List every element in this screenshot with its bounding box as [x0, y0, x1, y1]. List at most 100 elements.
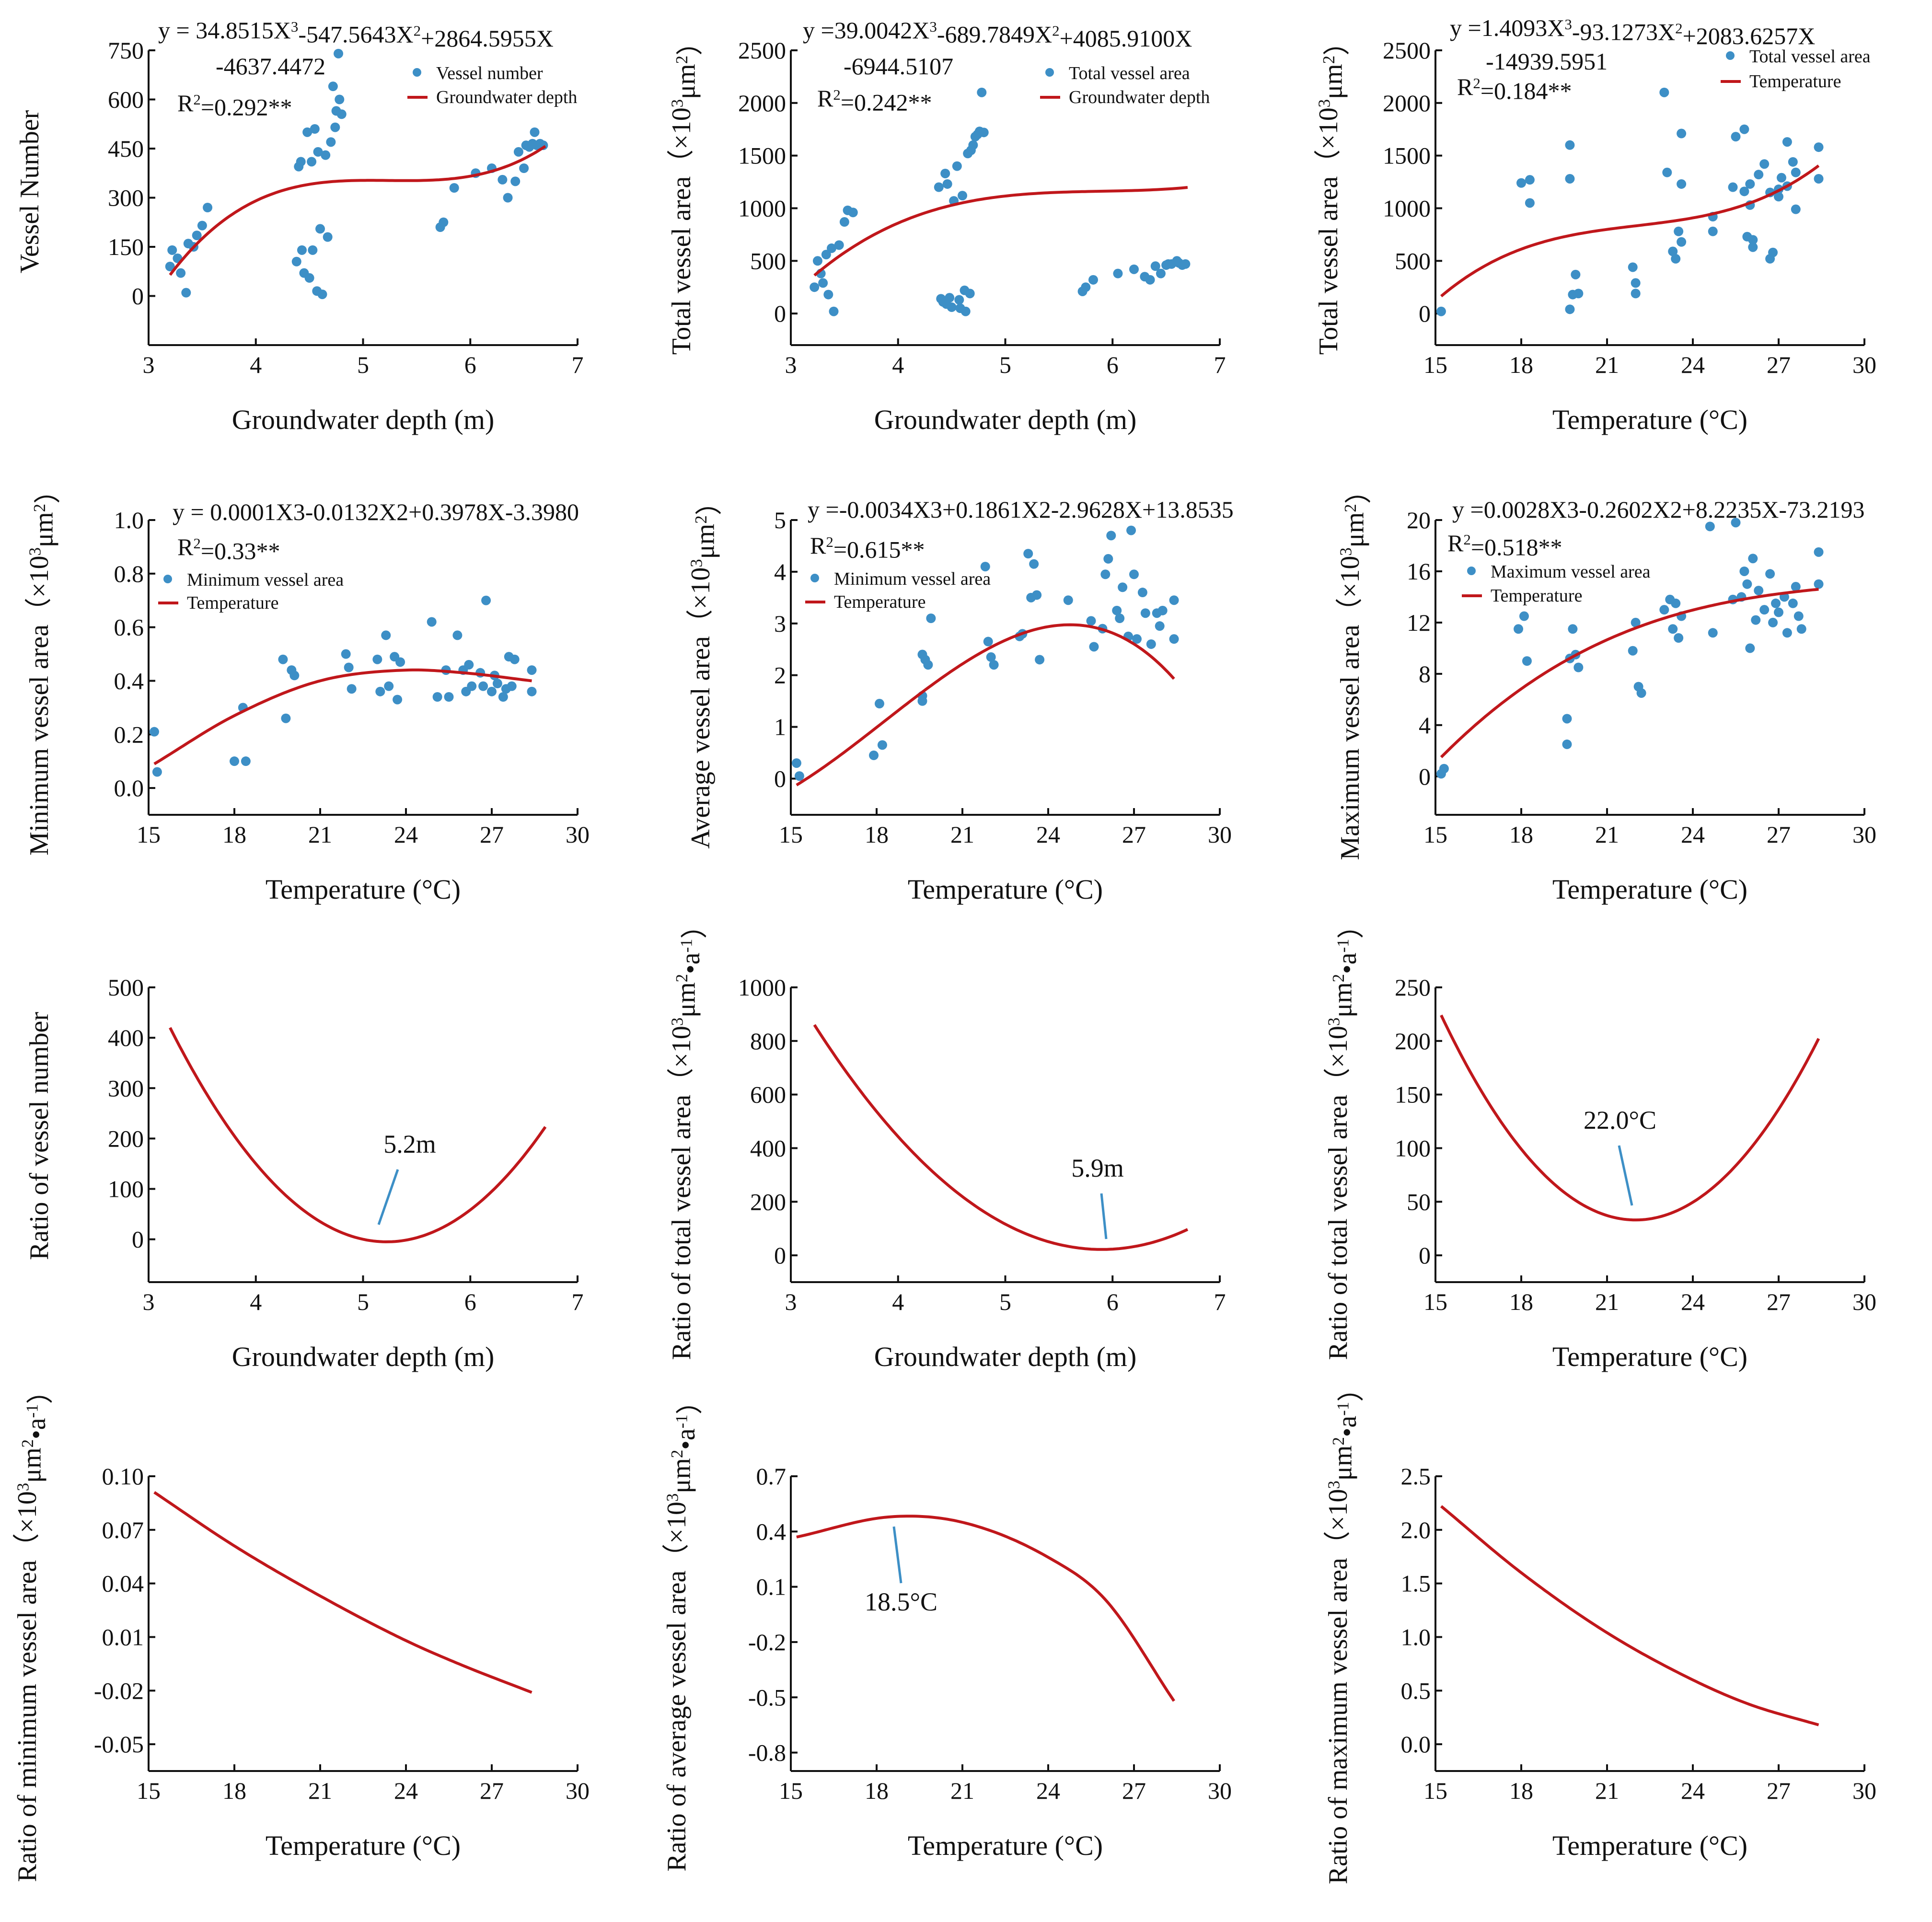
y-tick-label: -0.02	[94, 1677, 144, 1704]
data-point	[1081, 282, 1091, 292]
data-point	[1035, 655, 1045, 665]
data-point	[281, 713, 291, 723]
x-tick-label: 3	[143, 351, 155, 378]
data-point	[1571, 269, 1581, 279]
x-tick-label: 21	[308, 1777, 332, 1804]
data-point	[1525, 198, 1535, 208]
data-point	[498, 692, 508, 702]
data-point	[1525, 175, 1535, 185]
data-point	[1562, 739, 1572, 749]
data-point	[165, 262, 175, 271]
x-tick-label: 21	[950, 821, 974, 848]
r-squared-text: R2=0.33**	[177, 533, 280, 565]
data-point	[1782, 137, 1792, 147]
data-point	[1768, 617, 1778, 627]
x-tick-label: 30	[1208, 821, 1232, 848]
data-point	[1705, 521, 1715, 532]
x-tick-label: 21	[1595, 1777, 1619, 1804]
data-point	[530, 127, 540, 137]
data-point	[1145, 275, 1155, 285]
y-tick-label: 3	[774, 610, 786, 637]
y-tick-label: 0.0	[114, 775, 144, 801]
x-tick-label: 15	[1423, 821, 1447, 848]
x-tick-label: 7	[1214, 1288, 1226, 1315]
x-tick-label: 3	[785, 1288, 797, 1315]
y-tick-label: 0	[774, 765, 786, 792]
r-squared-text: R2=0.184**	[1457, 73, 1572, 104]
annotation-pointer	[1618, 1145, 1633, 1206]
y-tick-label: 1.0	[1401, 1623, 1431, 1650]
data-point	[241, 756, 251, 766]
data-point	[794, 771, 804, 781]
legend-line-label: Temperature	[1491, 586, 1582, 606]
y-tick-label: 0.8	[114, 560, 144, 587]
x-tick-label: 21	[1595, 351, 1619, 378]
data-point	[395, 657, 405, 667]
data-point	[478, 681, 488, 691]
data-point	[336, 109, 347, 119]
data-point	[181, 288, 191, 298]
annotation-label: 5.2m	[383, 1130, 436, 1158]
data-point	[344, 662, 354, 672]
fit-curve	[169, 1027, 547, 1243]
data-point	[1562, 714, 1572, 724]
fit-curve	[796, 623, 1175, 787]
fit-curve	[169, 145, 546, 276]
x-axis-title: Temperature (°C)	[1552, 1341, 1747, 1372]
data-point	[296, 157, 306, 167]
legend-point-label: Minimum vessel area	[834, 569, 991, 589]
data-point	[503, 193, 513, 203]
data-point	[1565, 140, 1575, 150]
data-point	[1791, 167, 1801, 177]
data-point	[487, 686, 497, 696]
x-tick-label: 21	[1595, 821, 1619, 848]
data-point	[278, 654, 288, 664]
data-point	[1731, 132, 1741, 142]
data-point	[1768, 247, 1778, 257]
data-point	[203, 203, 213, 212]
y-tick-label: 1	[774, 714, 786, 741]
x-axis-title: Temperature (°C)	[908, 874, 1103, 905]
x-tick-label: 5	[357, 351, 369, 378]
x-tick-label: 27	[1767, 1777, 1791, 1804]
data-point	[1748, 235, 1758, 245]
y-tick-label: 2	[774, 662, 786, 689]
y-axis-title: Total vessel area（×103μm2）	[1314, 29, 1353, 355]
legend-point-marker	[1045, 68, 1054, 77]
data-point	[934, 182, 944, 192]
data-point	[315, 224, 325, 234]
y-tick-label: 100	[1395, 1135, 1431, 1161]
data-point	[1516, 178, 1526, 188]
data-point	[1180, 259, 1191, 269]
y-tick-label: 2000	[738, 90, 786, 116]
data-point	[1631, 278, 1641, 288]
data-point	[1659, 605, 1669, 615]
y-tick-label: 750	[108, 37, 144, 64]
y-axis-title: Ratio of minimum vessel area（×103μm2•a-1…	[12, 1377, 56, 1882]
fit-curve	[1440, 164, 1820, 298]
y-tick-label: 1000	[738, 974, 786, 1001]
x-axis-title: Temperature (°C)	[266, 874, 461, 905]
data-point	[321, 150, 331, 160]
data-point	[1814, 142, 1824, 152]
data-point	[393, 695, 403, 705]
legend-point-marker	[163, 575, 172, 583]
data-point	[452, 630, 463, 640]
legend-line-label: Temperature	[187, 593, 278, 613]
x-axis-title: Temperature (°C)	[908, 1830, 1103, 1861]
x-tick-label: 24	[1681, 1777, 1705, 1804]
data-point	[1739, 186, 1749, 197]
x-tick-label: 3	[143, 1288, 155, 1315]
fit-curve	[153, 668, 532, 765]
data-point	[1568, 624, 1578, 634]
data-point	[812, 256, 822, 266]
data-point	[330, 122, 340, 132]
data-point	[510, 176, 521, 186]
x-axis-title: Groundwater depth (m)	[874, 1341, 1137, 1372]
x-tick-label: 27	[1122, 821, 1146, 848]
y-tick-label: 1000	[738, 195, 786, 221]
x-tick-label: 30	[1852, 1288, 1876, 1315]
data-point	[1573, 662, 1584, 672]
data-point	[335, 94, 345, 104]
data-point	[1100, 569, 1111, 579]
